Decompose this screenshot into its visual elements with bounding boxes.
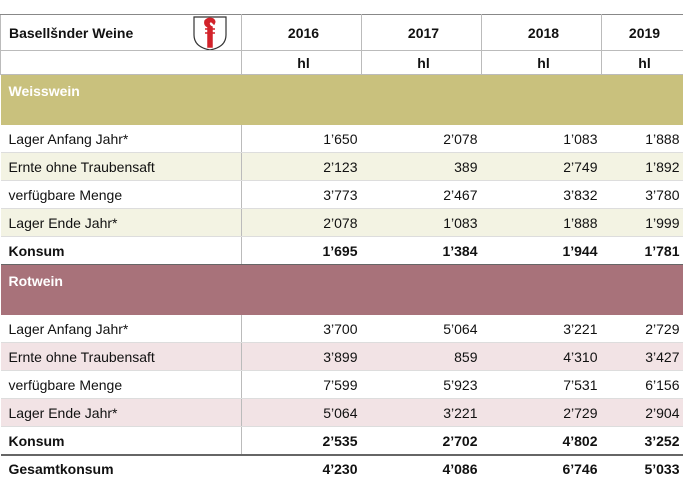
value-cell: 1’944 — [482, 237, 602, 265]
row-label: Ernte ohne Traubensaft — [1, 153, 242, 181]
row-label: Lager Anfang Jahr* — [1, 125, 242, 153]
year-header: 2018 — [482, 15, 602, 51]
value-cell: 4’230 — [242, 455, 362, 482]
value-cell: 4’310 — [482, 343, 602, 371]
section-name: Weisswein — [1, 75, 683, 126]
value-cell: 1’888 — [602, 125, 683, 153]
value-cell: 3’427 — [602, 343, 683, 371]
unit-header: hl — [362, 51, 482, 75]
coat-of-arms — [191, 15, 229, 51]
row-label: Gesamtkonsum — [1, 455, 242, 482]
value-cell: 5’923 — [362, 371, 482, 399]
value-cell: 3’780 — [602, 181, 683, 209]
value-cell: 3’252 — [602, 427, 683, 456]
row-label: Lager Ende Jahr* — [1, 209, 242, 237]
row-label: verfügbare Menge — [1, 181, 242, 209]
value-cell: 2’749 — [482, 153, 602, 181]
value-cell: 5’064 — [362, 315, 482, 343]
value-cell: 3’899 — [242, 343, 362, 371]
table-title: Basellšnder Weine — [9, 25, 133, 41]
value-cell: 2’078 — [242, 209, 362, 237]
value-cell: 1’083 — [362, 209, 482, 237]
value-cell: 1’888 — [482, 209, 602, 237]
unit-header: hl — [602, 51, 683, 75]
value-cell: 2’904 — [602, 399, 683, 427]
row-label: Konsum — [1, 237, 242, 265]
value-cell: 2’535 — [242, 427, 362, 456]
value-cell: 3’832 — [482, 181, 602, 209]
value-cell: 4’086 — [362, 455, 482, 482]
value-cell: 1’781 — [602, 237, 683, 265]
value-cell: 1’384 — [362, 237, 482, 265]
row-label: Konsum — [1, 427, 242, 456]
value-cell: 859 — [362, 343, 482, 371]
value-cell: 1’083 — [482, 125, 602, 153]
value-cell: 5’064 — [242, 399, 362, 427]
value-cell: 3’773 — [242, 181, 362, 209]
section-name: Rotwein — [1, 265, 683, 316]
value-cell: 6’746 — [482, 455, 602, 482]
value-cell: 3’221 — [482, 315, 602, 343]
unit-header: hl — [242, 51, 362, 75]
value-cell: 2’729 — [482, 399, 602, 427]
row-label: verfügbare Menge — [1, 371, 242, 399]
empty-cell — [1, 51, 242, 75]
value-cell: 2’467 — [362, 181, 482, 209]
section-band: Weisswein — [1, 75, 683, 126]
row-label: Ernte ohne Traubensaft — [1, 343, 242, 371]
value-cell: 1’999 — [602, 209, 683, 237]
header-title-cell: Basellšnder Weine — [1, 15, 242, 51]
row-label: Lager Ende Jahr* — [1, 399, 242, 427]
value-cell: 2’123 — [242, 153, 362, 181]
value-cell: 6’156 — [602, 371, 683, 399]
value-cell: 1’892 — [602, 153, 683, 181]
value-cell: 1’650 — [242, 125, 362, 153]
year-header: 2019 — [602, 15, 683, 51]
value-cell: 7’599 — [242, 371, 362, 399]
value-cell: 4’802 — [482, 427, 602, 456]
section-band: Rotwein — [1, 265, 683, 316]
value-cell: 5’033 — [602, 455, 683, 482]
value-cell: 389 — [362, 153, 482, 181]
value-cell: 3’221 — [362, 399, 482, 427]
year-header: 2016 — [242, 15, 362, 51]
year-header: 2017 — [362, 15, 482, 51]
value-cell: 3’700 — [242, 315, 362, 343]
row-label: Lager Anfang Jahr* — [1, 315, 242, 343]
value-cell: 1’695 — [242, 237, 362, 265]
value-cell: 2’729 — [602, 315, 683, 343]
value-cell: 2’078 — [362, 125, 482, 153]
value-cell: 2’702 — [362, 427, 482, 456]
value-cell: 7’531 — [482, 371, 602, 399]
unit-header: hl — [482, 51, 602, 75]
